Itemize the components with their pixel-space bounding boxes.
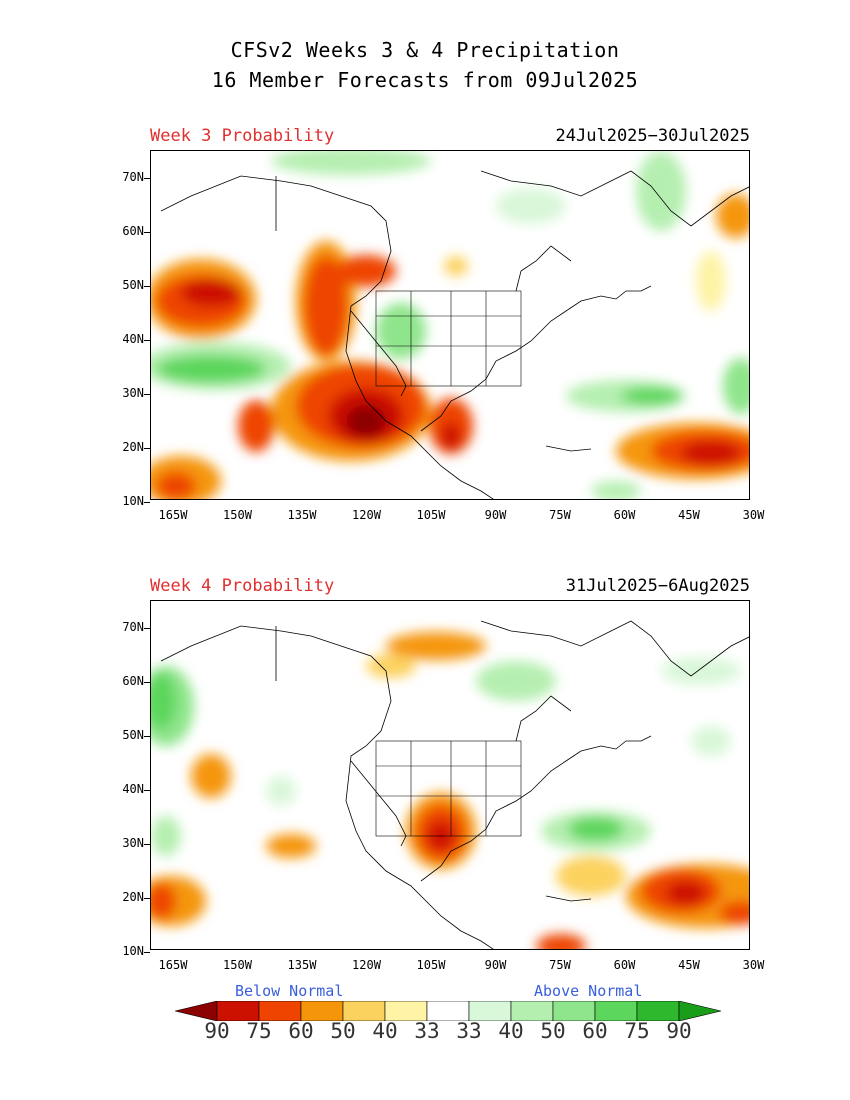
week4-lon-label: 60W (613, 958, 636, 972)
week4-lat-label: 60N (122, 674, 144, 688)
week3-probability-field (151, 151, 749, 499)
week4-lon-label: 75W (549, 958, 571, 972)
week3-lat-tick (144, 286, 150, 287)
week3-lon-label: 105W (416, 508, 446, 522)
week3-dates: 24Jul2025−30Jul2025 (555, 126, 750, 146)
week3-lat-label: 30N (122, 386, 144, 400)
legend-colorbar (175, 1001, 722, 1021)
legend-swatch (300, 1001, 344, 1021)
legend-value: 60 (582, 1019, 608, 1043)
legend-swatch (384, 1001, 428, 1021)
week4-lon-label: 90W (484, 958, 507, 972)
week4-probability-field (151, 632, 749, 949)
week3-label: Week 3 Probability (150, 126, 335, 146)
week3-lon-label: 165W (158, 508, 188, 522)
legend-value: 40 (372, 1019, 398, 1043)
week3-lat-label: 70N (122, 170, 144, 184)
week4-lat-label: 30N (122, 836, 144, 850)
legend-value: 50 (330, 1019, 356, 1043)
legend-value: 40 (498, 1019, 524, 1043)
week4-lon-label: 105W (416, 958, 446, 972)
legend-swatch (636, 1001, 680, 1021)
legend-value: 90 (666, 1019, 692, 1043)
legend-swatch (510, 1001, 554, 1021)
legend-swatch (342, 1001, 386, 1021)
legend-swatch (216, 1001, 260, 1021)
week3-lon-label: 120W (352, 508, 381, 522)
week3-lat-tick (144, 232, 150, 233)
week3-lat-tick (144, 178, 150, 179)
week3-coastlines (160, 170, 749, 499)
week4-lat-label: 70N (122, 620, 144, 634)
week3-lon-label: 90W (484, 508, 507, 522)
week4-coastlines (160, 620, 749, 949)
legend-above-label: Above Normal (534, 982, 643, 1000)
week3-lon-label: 75W (549, 508, 571, 522)
legend-below-label: Below Normal (235, 982, 344, 1000)
legend-value: 90 (204, 1019, 230, 1043)
week3-lat-tick (144, 448, 150, 449)
week3-lat-tick (144, 394, 150, 395)
week4-dates: 31Jul2025−6Aug2025 (565, 576, 750, 596)
week4-lat-tick (144, 952, 150, 953)
week4-lat-label: 50N (122, 728, 144, 742)
week4-lat-tick (144, 844, 150, 845)
legend-swatch (426, 1001, 470, 1021)
legend-value: 75 (624, 1019, 650, 1043)
legend-value: 33 (414, 1019, 440, 1043)
legend-swatch (468, 1001, 512, 1021)
week4-lat-tick (144, 790, 150, 791)
week3-lat-label: 60N (122, 224, 144, 238)
week3-lat-label: 50N (122, 278, 144, 292)
week4-lat-tick (144, 628, 150, 629)
week4-lon-label: 30W (742, 958, 765, 972)
week3-lon-label: 150W (223, 508, 252, 522)
week3-lat-label: 10N (122, 494, 144, 508)
week4-lat-tick (144, 736, 150, 737)
week4-lat-tick (144, 682, 150, 683)
week3-lon-label: 135W (287, 508, 317, 522)
week4-lat-tick (144, 898, 150, 899)
legend-value: 50 (540, 1019, 566, 1043)
week4-lon-label: 45W (678, 958, 700, 972)
week3-lon-label: 30W (742, 508, 765, 522)
week4-lat-label: 10N (122, 944, 144, 958)
week4-label: Week 4 Probability (150, 576, 335, 596)
week4-map-svg (151, 620, 749, 949)
week3-map (150, 150, 750, 500)
week3-lat-label: 40N (122, 332, 144, 346)
legend-swatch (258, 1001, 302, 1021)
legend-swatch (175, 1001, 218, 1021)
week4-state-borders (375, 740, 522, 837)
week3-lat-label: 20N (122, 440, 144, 454)
legend-swatch (552, 1001, 596, 1021)
legend-swatch (678, 1001, 722, 1021)
week3-lon-label: 60W (613, 508, 636, 522)
week4-lon-label: 165W (158, 958, 188, 972)
week3-lat-tick (144, 340, 150, 341)
chart-subtitle: 16 Member Forecasts from 09Jul2025 (211, 68, 639, 92)
week4-lon-label: 150W (223, 958, 252, 972)
chart-title: CFSv2 Weeks 3 & 4 Precipitation (230, 38, 620, 62)
week3-state-borders (375, 290, 522, 387)
week3-lat-tick (144, 502, 150, 503)
legend-value: 75 (246, 1019, 272, 1043)
week4-lat-label: 20N (122, 890, 144, 904)
legend-swatch (594, 1001, 638, 1021)
week4-map (150, 600, 750, 950)
week4-lon-label: 120W (352, 958, 381, 972)
week3-map-svg (151, 151, 749, 499)
week3-lon-label: 45W (678, 508, 700, 522)
legend-value: 60 (288, 1019, 314, 1043)
week4-lat-label: 40N (122, 782, 144, 796)
legend-value: 33 (456, 1019, 482, 1043)
week4-lon-label: 135W (287, 958, 317, 972)
